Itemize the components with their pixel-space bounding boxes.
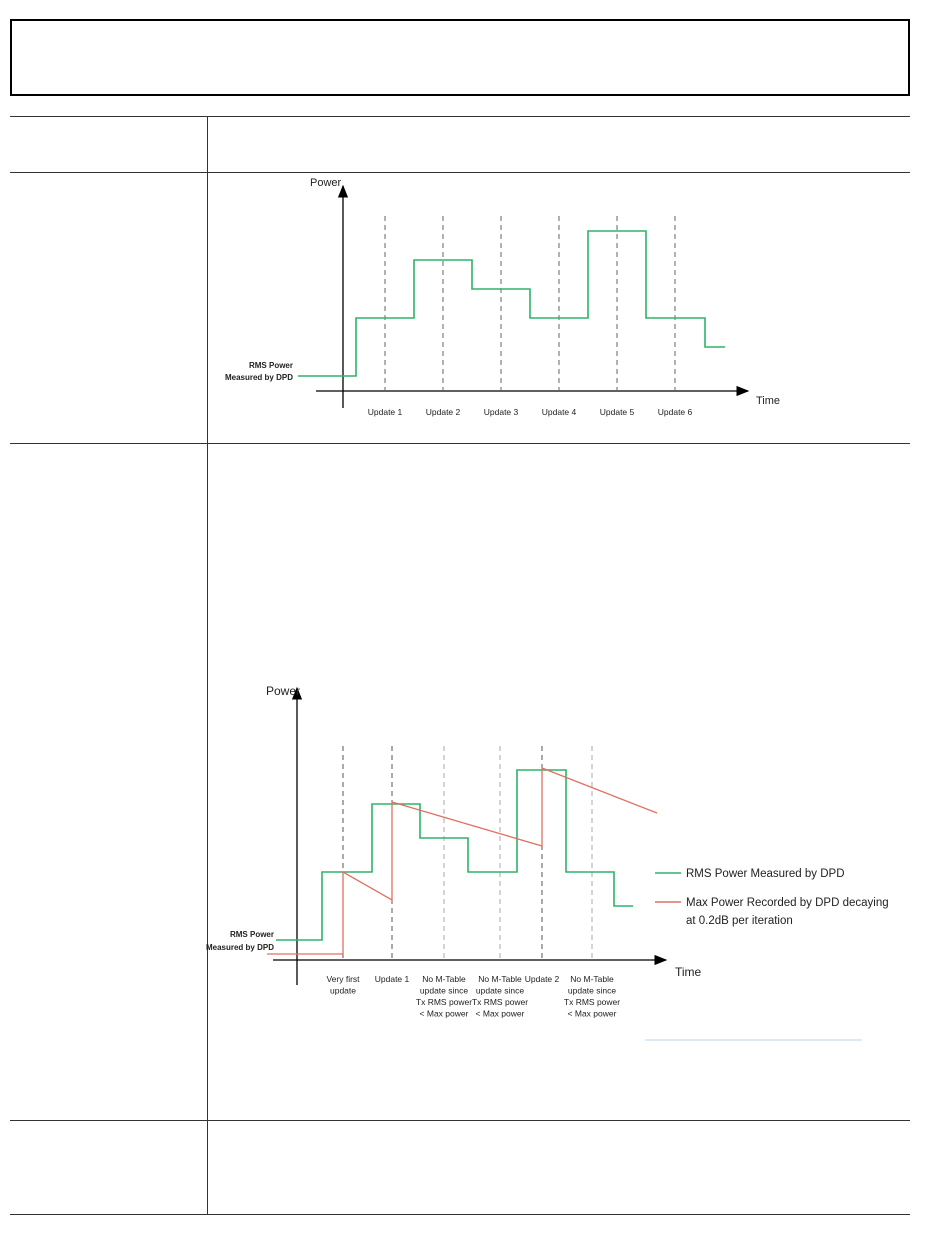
table-column-divider	[207, 116, 208, 1214]
chart1-series-label-line2: Measured by DPD	[225, 373, 293, 382]
chart1-x-tick-label: Update 1	[368, 407, 403, 417]
table-rule	[10, 1120, 910, 1121]
chart-1: Power Time Update 1 Update 2 Update 3 Updat…	[225, 177, 780, 417]
chart1-x-tick-label: Update 5	[600, 407, 635, 417]
chart1-x-tick-label: Update 3	[484, 407, 519, 417]
chart1-x-tick-label: Update 4	[542, 407, 577, 417]
legend-label-max-power-line2: at 0.2dB per iteration	[686, 915, 793, 927]
header-box	[10, 19, 910, 96]
chart2-x-tick-label: Very first update	[326, 974, 360, 996]
chart2-x-tick-label: No M-Table update since Tx RMS power < Max …	[416, 974, 472, 1019]
table-rule	[10, 172, 910, 173]
chart2-series-label-line2: Measured by DPD	[206, 943, 274, 952]
chart2-x-tick-label: No M-Table update since Tx RMS power < Max …	[472, 974, 528, 1019]
chart1-x-tick-label: Update 2	[426, 407, 461, 417]
chart1-rms-series-line	[298, 230, 725, 377]
chart1-y-label: Power	[310, 177, 342, 189]
chart2-x-tick-label: Update 1	[375, 974, 410, 984]
legend-label-max-power-line1: Max Power Recorded by DPD decaying	[686, 897, 889, 909]
chart2-y-label: Power	[266, 684, 300, 698]
chart1-series-label-line1: RMS Power	[249, 361, 293, 370]
table-rule	[10, 1214, 910, 1215]
chart2-series-label-line1: RMS Power	[230, 930, 274, 939]
chart2-x-tick-label: Update 2	[525, 974, 560, 984]
chart1-x-label: Time	[756, 395, 780, 407]
chart2-max-power-series-line	[267, 767, 658, 955]
chart2-x-label: Time	[675, 965, 702, 979]
chart2-x-tick-label: No M-Table update since Tx RMS power < Max …	[564, 974, 620, 1019]
chart-2: Power Time Very first update Update 1 No M-…	[206, 684, 889, 1041]
table-rule	[10, 116, 910, 117]
legend-label-rms: RMS Power Measured by DPD	[686, 868, 845, 880]
chart2-rms-series-line	[276, 769, 633, 941]
chart1-x-tick-label: Update 6	[658, 407, 693, 417]
table-rule	[10, 443, 910, 444]
